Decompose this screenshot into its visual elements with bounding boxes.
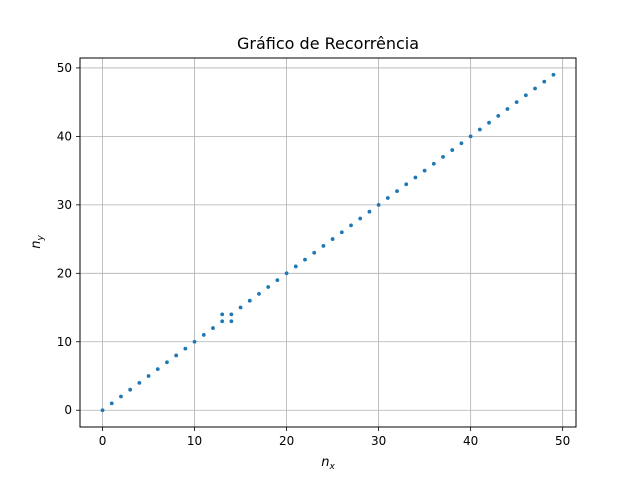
data-point	[367, 209, 372, 214]
data-point	[551, 72, 556, 77]
data-point	[109, 401, 114, 406]
x-tick-label: 0	[99, 434, 107, 448]
data-point	[514, 100, 519, 105]
x-tick-label: 50	[555, 434, 570, 448]
data-point	[477, 127, 482, 132]
data-points	[100, 72, 556, 413]
data-point	[450, 148, 455, 152]
data-point	[257, 291, 261, 296]
y-axis-label-sub: y	[36, 235, 46, 242]
y-axis-label: ny	[29, 235, 46, 249]
y-tick-label: 0	[64, 403, 72, 417]
x-axis-label-sub: x	[328, 462, 335, 472]
data-point	[266, 285, 271, 289]
data-point	[339, 230, 344, 235]
data-point	[229, 312, 234, 317]
data-point	[119, 394, 123, 399]
data-point	[330, 237, 335, 241]
data-point	[220, 312, 225, 317]
data-point	[220, 319, 225, 324]
data-point	[431, 161, 436, 166]
data-point	[137, 380, 142, 385]
data-point	[321, 244, 326, 248]
x-tick-label: 30	[371, 434, 386, 448]
data-point	[395, 189, 399, 194]
data-point	[496, 113, 501, 118]
x-axis-label: nx	[321, 455, 335, 472]
data-point	[201, 333, 206, 337]
data-point	[211, 326, 215, 330]
data-point	[155, 367, 160, 372]
data-point	[238, 305, 243, 310]
grid-lines	[80, 58, 576, 427]
data-point	[100, 408, 105, 413]
data-point	[441, 155, 445, 159]
y-tick-label: 40	[57, 129, 72, 143]
data-point	[192, 339, 197, 344]
data-point	[385, 196, 390, 200]
data-point	[128, 387, 133, 392]
y-tick-label: 30	[57, 198, 72, 212]
y-tick-label: 20	[57, 266, 72, 280]
x-tick-label: 40	[463, 434, 478, 448]
data-point	[146, 374, 151, 378]
data-point	[247, 298, 252, 303]
data-point	[165, 360, 169, 365]
data-point	[413, 175, 418, 180]
data-point	[487, 120, 491, 125]
x-tick-label: 20	[279, 434, 294, 448]
data-point	[505, 107, 510, 111]
data-point	[229, 319, 234, 324]
data-point	[174, 353, 179, 358]
y-tick-label: 10	[57, 335, 72, 349]
data-point	[422, 168, 427, 173]
data-point	[459, 141, 464, 146]
data-point	[303, 257, 307, 262]
data-point	[275, 278, 280, 283]
data-point	[312, 250, 317, 255]
data-point	[284, 271, 289, 276]
data-point	[349, 223, 353, 228]
data-point	[183, 346, 188, 351]
data-point	[358, 216, 363, 221]
data-point	[468, 134, 473, 139]
y-tick-label: 50	[57, 61, 72, 75]
data-point	[376, 202, 381, 207]
chart-title: Gráfico de Recorrência	[237, 34, 419, 53]
x-axis-label-main: n	[321, 455, 329, 470]
data-point	[542, 79, 547, 84]
plot-frame	[79, 57, 577, 428]
data-point	[293, 264, 298, 269]
axis-ticks: 0 10 20 30 40 50 0 10 20 30 40 50	[57, 61, 571, 448]
y-axis-label-main: n	[29, 241, 44, 249]
x-tick-label: 10	[187, 434, 202, 448]
data-point	[533, 86, 537, 91]
data-point	[523, 93, 528, 98]
data-point	[404, 182, 409, 187]
